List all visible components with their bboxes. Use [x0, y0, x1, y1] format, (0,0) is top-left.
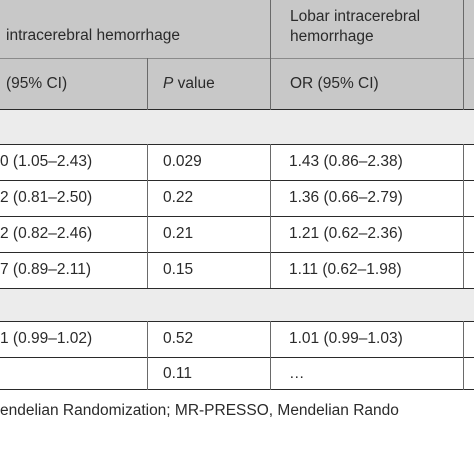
divider [0, 321, 474, 322]
p-value-cell: 0.11 [163, 365, 193, 382]
divider [0, 180, 474, 181]
deep-or-cell: 7 (0.89–2.11) [0, 261, 92, 278]
table-footnote: endelian Randomization; MR-PRESSO, Mende… [0, 402, 399, 419]
lobar-or-cell: 1.36 (0.66–2.79) [289, 189, 403, 206]
p-value-cell: 0.21 [163, 225, 194, 242]
table-subheader-row: (95% CI) P value OR (95% CI) [0, 58, 474, 110]
divider [463, 0, 464, 110]
p-symbol: P [163, 75, 174, 92]
deep-or-cell: 0 (1.05–2.43) [0, 153, 93, 170]
divider [0, 389, 474, 390]
table-row: 0 (1.05–2.43) 0.029 1.43 (0.86–2.38) [0, 144, 474, 180]
lobar-ich-title-line1: Lobar intracerebral [290, 8, 421, 25]
p-value-cell: 0.029 [163, 153, 202, 170]
lobar-or-cell: 1.21 (0.62–2.36) [289, 225, 403, 242]
deep-ich-title: intracerebral hemorrhage [6, 27, 181, 44]
p-value-cell: 0.52 [163, 330, 194, 347]
p-value-cell: 0.15 [163, 261, 194, 278]
divider [270, 144, 271, 288]
divider [0, 252, 474, 253]
divider [147, 321, 148, 390]
group-row [0, 288, 474, 321]
lobar-or-cell: 1.01 (0.99–1.03) [289, 330, 403, 347]
group-row [0, 110, 474, 144]
p-value-label: value [173, 75, 215, 92]
lobar-or-cell: … [289, 365, 305, 382]
divider [147, 58, 148, 110]
divider [147, 144, 148, 288]
deep-or-cell: 2 (0.81–2.50) [0, 189, 93, 206]
table-row: 2 (0.81–2.50) 0.22 1.36 (0.66–2.79) [0, 180, 474, 216]
divider [463, 144, 464, 288]
table-row: 1 (0.99–1.02) 0.52 1.01 (0.99–1.03) [0, 321, 474, 357]
lobar-ich-title-line2: hemorrhage [290, 28, 374, 45]
lobar-or-cell: 1.43 (0.86–2.38) [289, 153, 403, 170]
results-table: intracerebral hemorrhage Lobar intracere… [0, 0, 474, 390]
divider [0, 109, 474, 110]
deep-or-cell: 2 (0.82–2.46) [0, 225, 93, 242]
divider [0, 216, 474, 217]
divider [270, 0, 271, 110]
deep-or-cell: 1 (0.99–1.02) [0, 330, 93, 347]
lobar-or-cell: 1.11 (0.62–1.98) [289, 261, 402, 278]
table-header-row: intracerebral hemorrhage Lobar intracere… [0, 0, 474, 58]
divider [270, 321, 271, 390]
table-row: 2 (0.82–2.46) 0.21 1.21 (0.62–2.36) [0, 216, 474, 252]
col-p-value-header: P value [163, 74, 215, 94]
table-row: 7 (0.89–2.11) 0.15 1.11 (0.62–1.98) [0, 252, 474, 288]
p-value-cell: 0.22 [163, 189, 194, 206]
divider [0, 58, 474, 59]
col-lobar-or-ci-header: OR (95% CI) [290, 75, 379, 92]
divider [463, 321, 464, 390]
divider [0, 357, 474, 358]
divider [0, 144, 474, 145]
divider [0, 288, 474, 289]
col-or-ci-header: (95% CI) [6, 75, 68, 92]
table-row: 0.11 … [0, 357, 474, 390]
